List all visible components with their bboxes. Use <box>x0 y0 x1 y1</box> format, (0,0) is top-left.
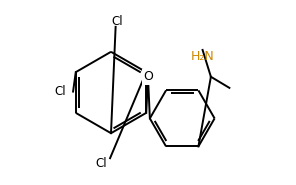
Text: O: O <box>143 70 153 83</box>
Text: Cl: Cl <box>95 157 107 170</box>
Text: Cl: Cl <box>112 15 123 28</box>
Text: Cl: Cl <box>54 85 66 98</box>
Text: H₂N: H₂N <box>191 50 214 63</box>
